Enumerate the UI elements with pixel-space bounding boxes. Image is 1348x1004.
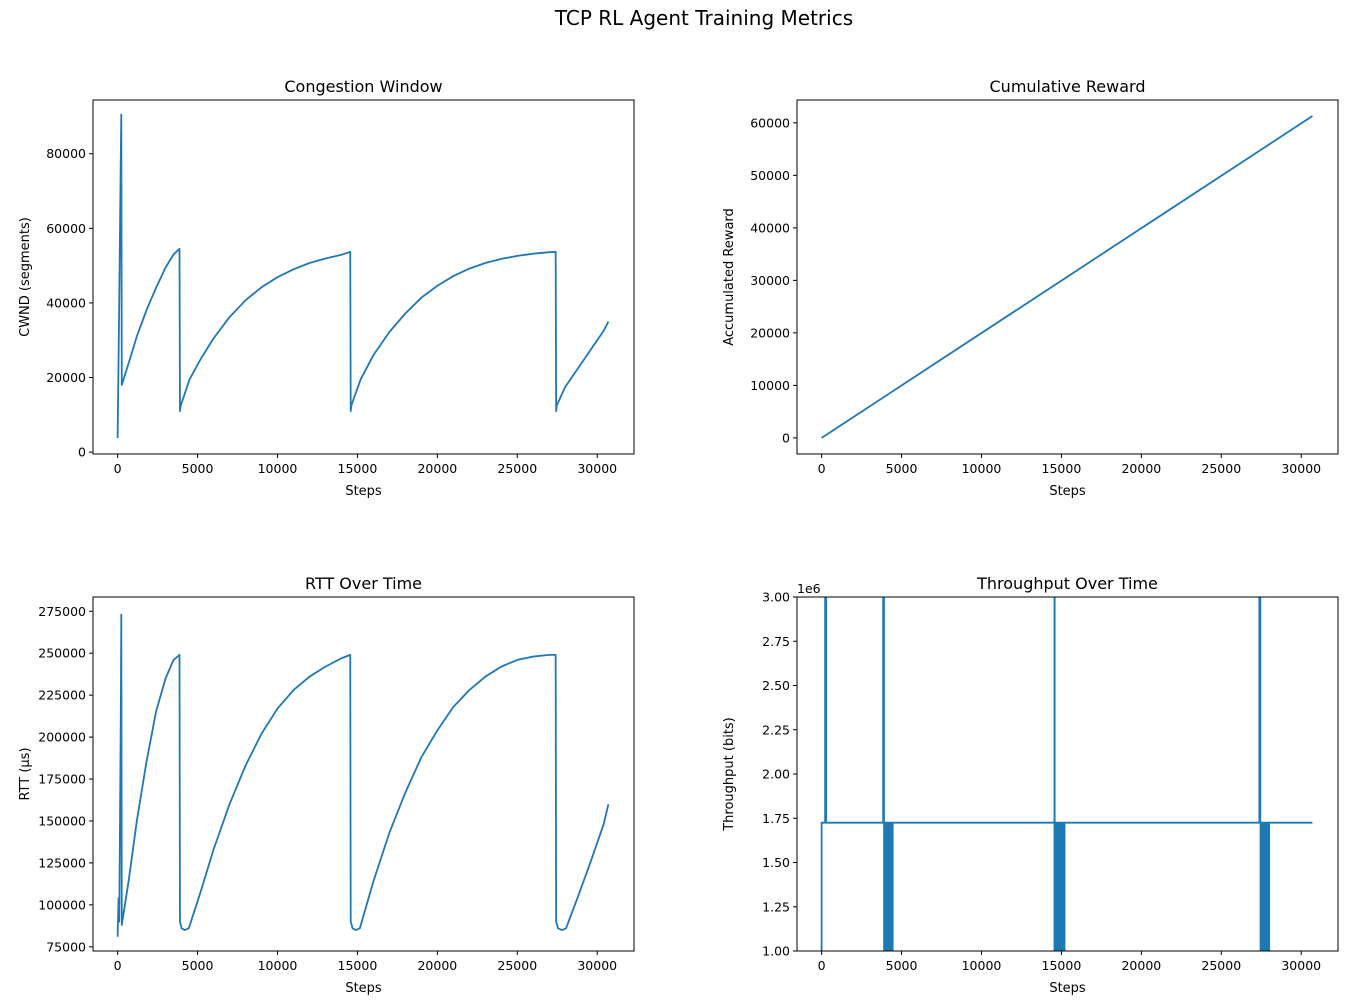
x-tick-label: 20000 xyxy=(1121,461,1161,476)
y-tick-label: 40000 xyxy=(750,220,790,235)
y-tick-label: 2.50 xyxy=(762,678,790,693)
y-tick-label: 1.25 xyxy=(762,899,790,914)
axes-frame xyxy=(92,596,635,952)
y-tick-label: 20000 xyxy=(46,370,86,385)
axes-frame xyxy=(796,596,1339,952)
series-line xyxy=(820,597,1313,951)
x-tick-label: 10000 xyxy=(258,461,298,476)
x-tick-label: 30000 xyxy=(577,461,617,476)
series-line xyxy=(116,613,610,937)
x-tick-label: 10000 xyxy=(962,958,1002,973)
y-tick-label: 125000 xyxy=(38,855,86,870)
subplot-throughput-over-time: 0 5000 10000 15000 20000 25000 30000 1.00 1.25 1.… xyxy=(722,574,1339,996)
y-tick-label: 0 xyxy=(782,430,790,445)
series-line xyxy=(821,115,1313,439)
figure-title: TCP RL Agent Training Metrics xyxy=(554,6,853,30)
y-tick-label: 175000 xyxy=(38,772,86,787)
x-tick-label: 0 xyxy=(818,461,826,476)
x-axis-label: Steps xyxy=(345,484,382,499)
x-tick-label: 5000 xyxy=(886,958,918,973)
y-tick-label: 150000 xyxy=(38,813,86,828)
y-tick-label: 50000 xyxy=(750,168,790,183)
x-tick-label: 25000 xyxy=(497,958,537,973)
subplot-rtt-over-time: 0 5000 10000 15000 20000 25000 30000 75000 10000… xyxy=(18,574,635,996)
x-axis-label: Steps xyxy=(1049,981,1086,996)
throughput-oscillation-band xyxy=(1054,822,1066,951)
x-tick-label: 5000 xyxy=(886,461,918,476)
plot-area xyxy=(821,115,1313,439)
x-tick-label: 30000 xyxy=(1281,461,1321,476)
y-tick-label: 40000 xyxy=(46,295,86,310)
x-tick-label: 10000 xyxy=(258,958,298,973)
series-line xyxy=(116,113,610,438)
y-tick-label: 60000 xyxy=(750,115,790,130)
subplot-cumulative-reward: 0 5000 10000 15000 20000 25000 30000 0 10000 2000… xyxy=(722,77,1339,499)
x-tick-label: 30000 xyxy=(577,958,617,973)
y-axis-label: Throughput (bits) xyxy=(722,717,737,832)
x-tick-label: 15000 xyxy=(338,958,378,973)
y-tick-label: 3.00 xyxy=(762,590,790,605)
y-tick-label: 30000 xyxy=(750,273,790,288)
axes-frame xyxy=(796,99,1339,455)
x-tick-label: 30000 xyxy=(1281,958,1321,973)
x-tick-label: 20000 xyxy=(1121,958,1161,973)
y-tick-label: 2.25 xyxy=(762,722,790,737)
y-offset-label: 1e6 xyxy=(797,581,821,596)
y-tick-label: 100000 xyxy=(38,897,86,912)
plot-area xyxy=(820,597,1313,951)
x-tick-label: 15000 xyxy=(338,461,378,476)
x-tick-label: 15000 xyxy=(1042,461,1082,476)
y-tick-label: 0 xyxy=(78,445,86,460)
y-axis-label: Accumulated Reward xyxy=(722,208,737,346)
x-axis-label: Steps xyxy=(1049,484,1086,499)
y-tick-label: 1.00 xyxy=(762,944,790,959)
subplot-title: Throughput Over Time xyxy=(976,574,1158,593)
throughput-oscillation-band xyxy=(883,822,894,951)
x-tick-label: 10000 xyxy=(962,461,1002,476)
y-tick-label: 2.00 xyxy=(762,767,790,782)
x-axis-label: Steps xyxy=(345,981,382,996)
y-tick-label: 80000 xyxy=(46,146,86,161)
x-tick-label: 5000 xyxy=(182,958,214,973)
x-tick-label: 0 xyxy=(114,958,122,973)
y-tick-label: 60000 xyxy=(46,221,86,236)
subplot-title: Cumulative Reward xyxy=(990,77,1146,96)
x-tick-label: 20000 xyxy=(417,958,457,973)
y-tick-label: 20000 xyxy=(750,325,790,340)
y-tick-label: 1.50 xyxy=(762,855,790,870)
plot-area xyxy=(116,113,610,438)
x-tick-label: 0 xyxy=(818,958,826,973)
y-tick-label: 10000 xyxy=(750,378,790,393)
y-tick-label: 2.75 xyxy=(762,634,790,649)
y-tick-label: 200000 xyxy=(38,730,86,745)
plot-area xyxy=(116,613,610,937)
y-tick-label: 275000 xyxy=(38,604,86,619)
y-tick-label: 1.75 xyxy=(762,811,790,826)
x-tick-label: 0 xyxy=(114,461,122,476)
subplot-title: RTT Over Time xyxy=(305,574,422,593)
throughput-oscillation-band xyxy=(1259,822,1271,951)
y-axis-label: CWND (segments) xyxy=(18,217,33,337)
subplot-congestion-window: 0 5000 10000 15000 20000 25000 30000 0 20000 4000… xyxy=(18,77,635,499)
x-tick-label: 20000 xyxy=(417,461,457,476)
y-tick-label: 75000 xyxy=(46,939,86,954)
axes-frame xyxy=(92,99,635,455)
y-tick-label: 250000 xyxy=(38,646,86,661)
x-tick-label: 15000 xyxy=(1042,958,1082,973)
x-tick-label: 25000 xyxy=(1201,461,1241,476)
y-tick-label: 225000 xyxy=(38,688,86,703)
x-tick-label: 25000 xyxy=(1201,958,1241,973)
y-axis-label: RTT (µs) xyxy=(18,747,33,800)
x-tick-label: 5000 xyxy=(182,461,214,476)
x-tick-label: 25000 xyxy=(497,461,537,476)
subplot-title: Congestion Window xyxy=(284,77,442,96)
